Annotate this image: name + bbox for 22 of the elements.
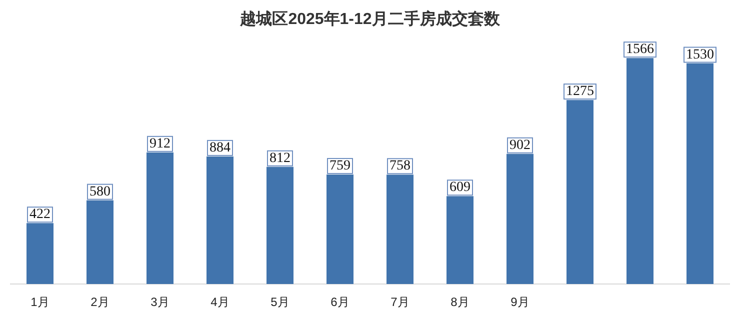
x-tick-label: 9月	[510, 295, 530, 309]
x-tick-label: 3月	[150, 295, 170, 309]
x-tick-label: 7月	[390, 295, 410, 309]
data-label: 1275	[566, 84, 594, 100]
data-label: 580	[90, 184, 110, 200]
data-label: 912	[150, 136, 170, 152]
x-tick-label: 1月	[30, 295, 50, 309]
x-tick-label: 2月	[90, 295, 110, 309]
data-label: 609	[450, 180, 470, 196]
chart-title: 越城区2025年1-12月二手房成交套数	[239, 9, 501, 28]
x-tick-label: 5月	[270, 295, 290, 309]
x-tick-label: 4月	[210, 295, 230, 309]
x-tick-label: 8月	[450, 295, 470, 309]
data-label: 812	[270, 150, 290, 166]
x-tick-label: 6月	[330, 295, 350, 309]
data-label: 884	[210, 140, 230, 156]
data-label: 1530	[686, 47, 714, 62]
data-label: 902	[510, 138, 530, 153]
data-label: 1566	[626, 42, 654, 58]
data-label: 759	[330, 158, 350, 174]
data-label: 758	[390, 158, 410, 174]
data-label: 422	[30, 207, 50, 222]
